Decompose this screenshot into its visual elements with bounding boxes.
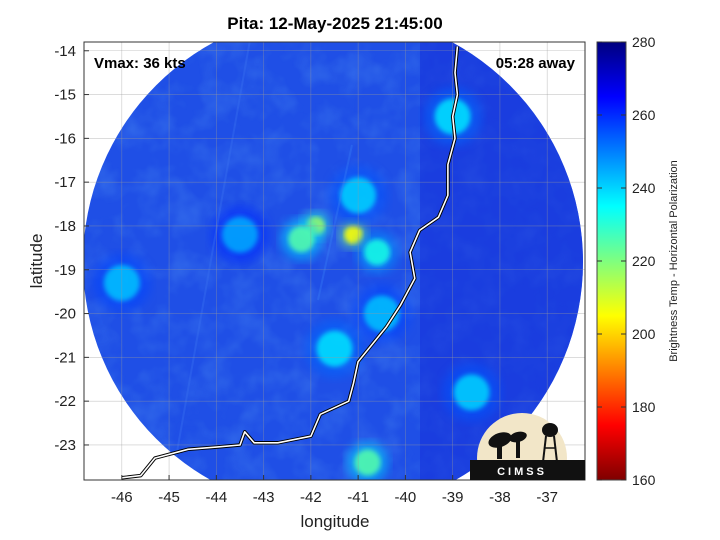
y-tick-label: -16: [54, 130, 76, 147]
x-tick-label: -39: [442, 489, 464, 506]
colorbar-tick-label: 260: [632, 107, 656, 123]
x-tick-label: -43: [253, 489, 275, 506]
feature-core: [288, 226, 315, 253]
x-tick-label: -37: [536, 489, 558, 506]
x-axis-ticks: -46 -45 -44 -43 -42 -41 -40 -39 -38 -37: [111, 475, 558, 506]
colorbar-tick-label: 160: [632, 472, 656, 488]
y-tick-label: -14: [54, 43, 76, 60]
feature-core: [453, 374, 490, 411]
x-axis-label: longitude: [300, 512, 369, 531]
radar-dish-icon: [488, 431, 527, 459]
feature-core: [354, 449, 381, 476]
y-tick-label: -23: [54, 437, 76, 454]
y-tick-label: -15: [54, 87, 76, 104]
logo-text: CIMSS: [497, 466, 547, 478]
swath-band-edge: [171, 42, 251, 480]
y-tick-label: -17: [54, 174, 76, 191]
logo-ground: [470, 460, 585, 480]
colorbar-tick-label: 180: [632, 399, 656, 415]
feature-core: [364, 239, 391, 266]
colorbar-tick-label: 200: [632, 326, 656, 342]
vmax-annotation: Vmax: 36 kts: [94, 55, 186, 72]
colorbar-tick-label: 220: [632, 253, 656, 269]
y-axis-label: latitude: [27, 234, 46, 289]
axis-frame: [83, 41, 586, 481]
y-tick-label: -19: [54, 262, 76, 279]
x-tick-label: -42: [300, 489, 322, 506]
y-tick-label: -22: [54, 393, 76, 410]
x-tick-label: -45: [158, 489, 180, 506]
feature-core: [316, 330, 353, 367]
grid-lines: [84, 42, 585, 480]
y-axis-ticks: -14 -15 -16 -17 -18 -19 -20 -21 -22 -23: [54, 43, 89, 454]
swath-band-edge-2: [317, 144, 353, 301]
colorbar-tick-label: 240: [632, 180, 656, 196]
cimss-logo: CIMSS: [470, 413, 585, 480]
colorbar-ticks: 280 260 240 220 200 180 160: [597, 34, 656, 488]
time-away-annotation: 05:28 away: [496, 55, 576, 72]
x-tick-label: -41: [347, 489, 369, 506]
y-tick-label: -18: [54, 218, 76, 235]
chart-title: Pita: 12-May-2025 21:45:00: [227, 14, 442, 33]
colorbar-label: Brightness Temp - Horizontal Polarizatio…: [668, 160, 680, 362]
y-tick-label: -20: [54, 306, 76, 323]
x-tick-label: -40: [395, 489, 417, 506]
coastline: [121, 46, 459, 479]
water-tower-icon: [542, 423, 558, 463]
x-tick-label: -44: [205, 489, 227, 506]
colorbar-tick-label: 280: [632, 34, 656, 50]
x-tick-label: -46: [111, 489, 133, 506]
y-tick-label: -21: [54, 349, 76, 366]
feature-core: [221, 216, 258, 253]
x-tick-label: -38: [489, 489, 511, 506]
